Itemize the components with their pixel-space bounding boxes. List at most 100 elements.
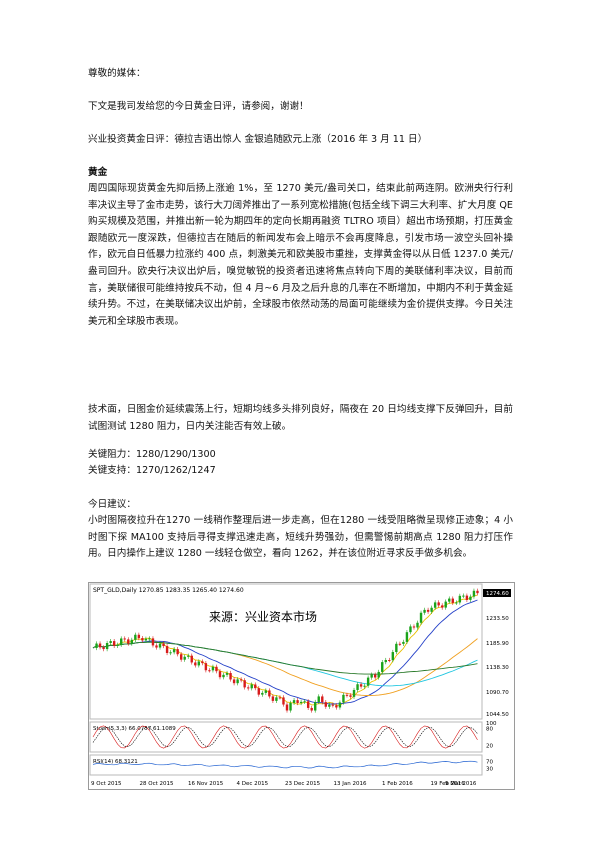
date-label: 9 Oct 2015: [91, 781, 122, 787]
candle-body: [257, 688, 260, 695]
candle-body: [268, 690, 271, 697]
stoch-level: 100: [486, 721, 497, 727]
price-label: 1274.60: [486, 591, 509, 597]
candle-body: [458, 595, 462, 603]
headline: 兴业投资黄金日评：德拉吉语出惊人 金银追随欧元上涨（2016 年 3 月 11 …: [88, 134, 428, 145]
candle-body: [151, 638, 155, 646]
candle-body: [359, 684, 363, 687]
candle-body: [183, 656, 186, 660]
candle-body: [204, 663, 208, 671]
candle-body: [232, 679, 236, 684]
candle-body: [218, 671, 222, 678]
candle-body: [120, 638, 123, 645]
current-price-tag: [483, 589, 511, 597]
price-axis-labels: 1274.60 1233.50 1185.90 1138.30 1090.70 1044.…: [483, 589, 511, 718]
stoch-level: 20: [486, 743, 493, 749]
candle-body: [229, 673, 232, 680]
stoch-label: Stoch(5,3,3) 66.0757 61.1089: [93, 726, 176, 732]
candle-body: [469, 596, 472, 600]
candle-body: [476, 590, 479, 594]
candle-body: [412, 626, 416, 628]
candle-body: [148, 638, 151, 640]
candle-body: [433, 602, 437, 608]
candle-body: [388, 660, 391, 662]
candle-body: [426, 609, 430, 612]
candle-body: [190, 655, 193, 663]
candle-body: [201, 661, 204, 664]
chart-header: SPT_GLD,Daily 1270.85 1283.35 1265.40 12…: [93, 587, 244, 594]
candle-body: [247, 687, 250, 689]
candle-body: [211, 666, 215, 671]
date-axis-labels: 9 Oct 2015 28 Oct 2015 16 Nov 2015 4 Dec 20…: [91, 781, 477, 787]
advice-text: 小时图隔夜拉升在1270 一线稍作整理后进一步走高，但在1280 一线受阻略微呈…: [88, 515, 513, 560]
candle-body: [296, 700, 299, 703]
key-resistance: 关键阻力：1280/1290/1300: [88, 449, 216, 460]
candle-body: [292, 700, 296, 703]
candle-body: [243, 680, 246, 688]
candle-body: [109, 641, 112, 644]
date-label: 28 Oct 2015: [140, 781, 175, 787]
candle-body: [169, 652, 172, 654]
advice-heading: 今日建议：: [88, 499, 136, 510]
stoch-k-line: [92, 725, 478, 749]
candle-body: [179, 654, 183, 660]
date-label: 9 Mar 2016: [445, 781, 477, 787]
candle-body: [162, 643, 165, 647]
candle-body: [321, 696, 324, 703]
candle-body: [299, 701, 303, 703]
candle-body: [465, 595, 469, 600]
chart-watermark: 来源：兴业资本市场: [209, 609, 317, 624]
key-support: 关键支持：1270/1262/1247: [88, 465, 216, 476]
candle-body: [310, 707, 313, 711]
price-label: 1233.50: [486, 616, 509, 622]
candle-body: [134, 634, 137, 640]
date-label: 19 Feb 2016: [431, 781, 466, 787]
candle-body: [328, 704, 331, 707]
candle-body: [105, 643, 109, 650]
candle-body: [352, 689, 356, 697]
candle-body: [222, 674, 225, 678]
candle-body: [324, 702, 327, 707]
candle-body: [215, 666, 218, 672]
candle-body: [384, 660, 387, 663]
candle-body: [366, 677, 370, 686]
candle-body: [331, 704, 335, 706]
candle-body: [98, 643, 102, 648]
candle-body: [462, 595, 465, 597]
rsi-line: [92, 760, 478, 769]
moving-average-lines: [92, 594, 478, 706]
candle-body: [395, 643, 398, 653]
gold-price-chart: SPT_GLD,Daily 1270.85 1283.35 1265.40 12…: [88, 582, 515, 790]
candle-body: [187, 655, 190, 657]
candle-body: [208, 670, 211, 672]
candle-body: [123, 638, 126, 640]
price-label: 1090.70: [486, 690, 509, 696]
candle-body: [194, 662, 197, 666]
candle-body: [349, 695, 352, 697]
stoch-d-line: [92, 726, 478, 748]
candle-body: [370, 674, 373, 678]
candle-body: [282, 697, 285, 705]
date-label: 16 Nov 2015: [188, 781, 224, 787]
candle-body: [402, 641, 405, 644]
stoch-panel: [89, 721, 483, 753]
candle-body: [419, 612, 423, 623]
stoch-level: 80: [486, 727, 493, 733]
candle-body: [381, 662, 384, 672]
candle-body: [314, 701, 317, 711]
candle-body: [289, 702, 292, 711]
ma-green-line: [92, 641, 478, 675]
candle-body: [165, 646, 169, 653]
gold-paragraph-2: 技术面，日图金价延续震荡上行，短期均线多头排列良好，隔夜在 20 日均线支撑下反…: [88, 404, 513, 432]
candle-body: [130, 639, 133, 644]
candle-body: [285, 704, 289, 711]
candle-body: [444, 601, 447, 608]
candle-body: [141, 638, 144, 641]
candle-body: [155, 645, 158, 648]
candle-body: [176, 649, 179, 655]
candle-body: [95, 643, 98, 649]
price-label: 1138.30: [486, 665, 509, 671]
rsi-panel: [89, 754, 483, 776]
candle-body: [317, 696, 320, 702]
